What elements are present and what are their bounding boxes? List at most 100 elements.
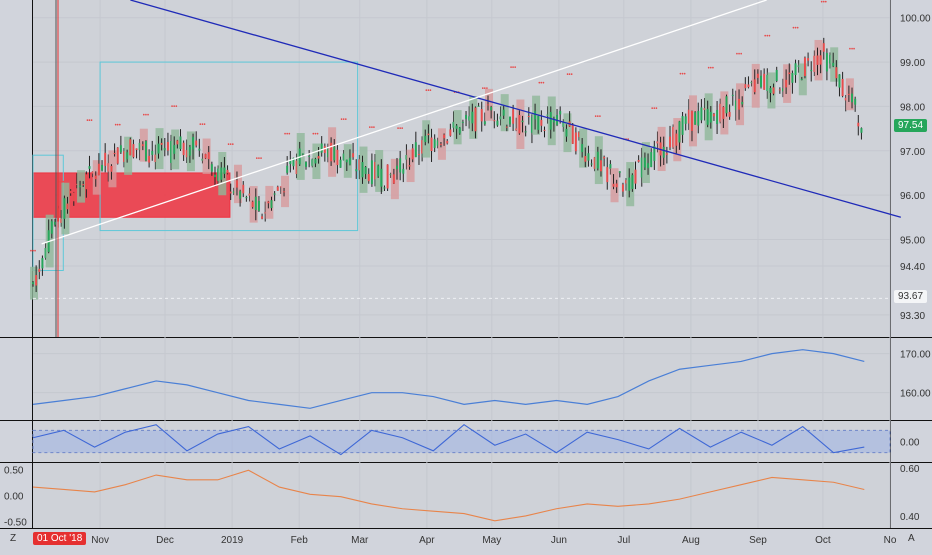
candle-body	[822, 43, 825, 52]
candle-body	[53, 221, 56, 225]
signal-marker: •••	[679, 72, 685, 78]
candle-body	[593, 157, 596, 169]
signal-marker: •••	[143, 113, 149, 119]
candle-body	[251, 201, 254, 208]
candle-body	[386, 164, 389, 189]
candle-body	[389, 174, 392, 176]
y-tick-label: 0.60	[900, 464, 920, 475]
candle-body	[383, 187, 386, 189]
candle-body	[847, 93, 850, 95]
candle-body	[116, 147, 119, 164]
candle-body	[295, 160, 298, 175]
candle-body	[788, 72, 791, 75]
candle-body	[719, 103, 722, 122]
candle-body	[756, 73, 759, 78]
y-tick-label: 99.00	[900, 58, 925, 69]
candle-body	[286, 165, 289, 173]
candle-body	[499, 116, 502, 120]
candle-body	[461, 121, 464, 123]
candle-body	[430, 137, 433, 151]
candle-body	[703, 108, 706, 110]
candle-body	[151, 150, 154, 155]
candle-body	[446, 140, 449, 144]
candle-body	[496, 120, 499, 126]
candle-body	[436, 140, 439, 146]
candle-body	[458, 127, 461, 134]
candle-body	[35, 275, 38, 286]
scale-mode-right-button[interactable]: A	[908, 533, 915, 544]
x-tick-label: Mar	[351, 535, 369, 546]
candle-body	[590, 163, 593, 165]
signal-marker: •••	[284, 132, 290, 138]
candle-body	[628, 177, 631, 191]
candle-body	[229, 191, 232, 194]
candle-body	[653, 146, 656, 161]
indicator2-band	[32, 429, 891, 454]
candle-body	[530, 117, 533, 133]
candle-body	[188, 146, 191, 156]
candle-body	[317, 156, 320, 159]
signal-marker: •••	[312, 132, 318, 138]
candle-body	[135, 148, 138, 150]
indicator1-line	[32, 349, 865, 409]
candle-body	[292, 157, 295, 167]
signal-marker: •••	[651, 107, 657, 113]
x-tick-label: 2019	[221, 535, 244, 546]
candle-body	[361, 162, 364, 178]
candle-body	[728, 111, 731, 117]
candle-body	[559, 110, 562, 115]
candle-body	[63, 198, 66, 219]
candle-body	[816, 55, 819, 65]
candle-body	[690, 110, 693, 131]
candle-body	[443, 134, 446, 139]
signal-marker: •••	[708, 66, 714, 72]
signal-marker: •••	[453, 91, 459, 97]
candle-body	[305, 161, 308, 167]
candle-body	[465, 114, 468, 119]
candle-body	[50, 221, 53, 234]
candle-body	[345, 159, 348, 163]
candle-body	[402, 168, 405, 174]
candle-body	[810, 69, 813, 72]
candle-body	[270, 200, 273, 209]
candle-body	[101, 164, 104, 171]
candle-body	[851, 93, 854, 103]
candle-body	[681, 116, 684, 135]
candle-body	[97, 163, 100, 176]
candle-body	[800, 78, 803, 80]
candle-body	[474, 107, 477, 132]
candle-body	[744, 84, 747, 89]
candle-body	[656, 141, 659, 144]
signal-marker: •••	[199, 122, 205, 128]
x-tick-label: Apr	[419, 535, 435, 546]
candle-body	[119, 145, 122, 153]
scale-mode-left-button[interactable]: Z	[10, 533, 17, 544]
signal-marker: •••	[510, 65, 516, 71]
candle-body	[687, 109, 690, 124]
candle-body	[129, 139, 132, 156]
candle-body	[813, 55, 816, 72]
candle-body	[207, 152, 210, 160]
candle-body	[38, 268, 41, 272]
candle-body	[775, 69, 778, 81]
candle-body	[772, 87, 775, 94]
candle-body	[396, 165, 399, 170]
signal-marker: •••	[595, 114, 601, 120]
candle-body	[192, 137, 195, 150]
candle-body	[778, 89, 781, 91]
candle-body	[411, 148, 414, 160]
candle-body	[505, 126, 508, 128]
candle-body	[832, 62, 835, 67]
candle-body	[678, 121, 681, 143]
candle-body	[217, 168, 220, 181]
y-tick-label: 97.00	[900, 147, 925, 158]
candle-body	[75, 183, 78, 185]
candle-body	[210, 164, 213, 172]
signal-marker: •••	[86, 119, 92, 125]
candle-body	[537, 116, 540, 130]
candle-body	[289, 160, 292, 165]
candle-body	[374, 162, 377, 180]
candle-body	[763, 73, 766, 90]
candle-body	[599, 160, 602, 172]
